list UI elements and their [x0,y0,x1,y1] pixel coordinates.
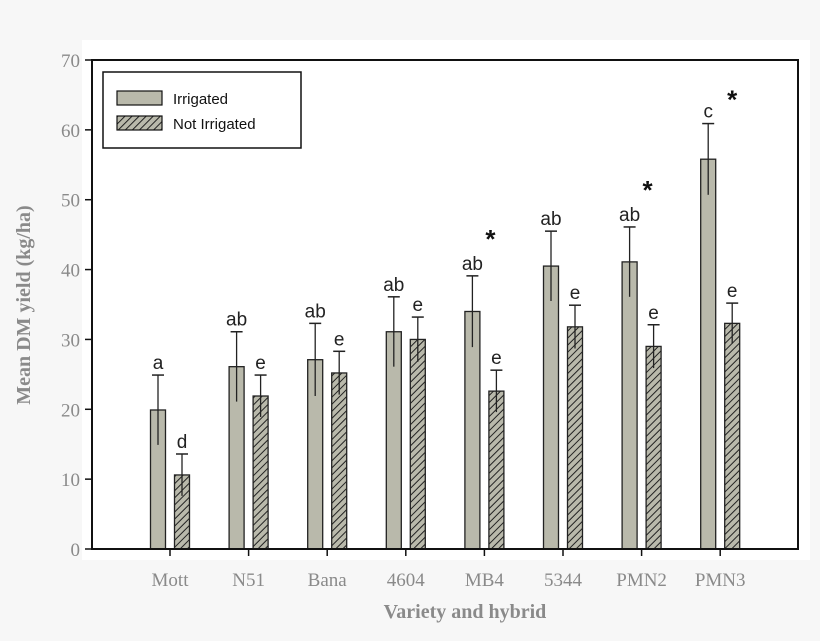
legend-swatch-irrigated [116,90,163,106]
significance-letter: ab [226,310,247,331]
y-tick-label: 20 [61,400,80,421]
y-tick-label: 60 [61,121,80,142]
y-tick-label: 50 [61,191,80,212]
significance-letter: e [334,329,345,350]
x-tick-label: Mott [152,570,190,591]
significance-letter: ab [305,301,326,322]
bar-not-irrigated [488,390,505,550]
bar-not-irrigated [409,338,426,550]
significance-letter: e [570,283,581,304]
bar-not-irrigated [331,372,348,550]
x-tick-label: MB4 [465,570,505,591]
significance-letter: ab [619,205,640,226]
significance-asterisk: * [643,175,654,205]
bar-not-irrigated [252,395,269,550]
significance-letter: e [491,348,502,369]
legend-label-irrigated: Irrigated [173,91,228,108]
significance-letter: a [153,353,164,374]
x-axis-label: Variety and hybrid [384,601,547,623]
significance-letter: ab [383,275,404,296]
y-tick-label: 10 [61,470,80,491]
significance-letter: e [255,353,266,374]
significance-letter: e [727,281,738,302]
significance-letter: d [177,432,188,453]
bar-not-irrigated [724,322,741,550]
significance-asterisk: * [485,224,496,254]
significance-letter: e [413,295,424,316]
bar-irrigated [621,261,638,550]
legend-box [102,71,302,149]
y-tick-label: 40 [61,261,80,282]
bar-irrigated [700,158,717,550]
bar-irrigated [542,265,560,550]
x-tick-label: N51 [232,570,265,591]
legend-label-not-irrigated: Not Irrigated [173,116,256,133]
plot-frame [91,59,799,550]
y-tick-label: 30 [61,330,80,351]
legend: Irrigated Not Irrigated [102,71,302,149]
x-tick-label: 5344 [544,570,583,591]
significance-letter: e [648,303,659,324]
bar-not-irrigated [645,345,662,550]
x-tick-label: Bana [308,570,348,591]
bar-not-irrigated [566,326,584,550]
legend-swatch-not-irrigated [116,115,163,131]
x-tick-label: PMN3 [695,570,746,591]
x-tick-label: 4604 [387,570,426,591]
y-tick-label: 70 [61,51,80,72]
significance-asterisk: * [727,85,738,115]
x-tick-label: PMN2 [616,570,667,591]
significance-letter: c [703,102,713,123]
y-axis-label: Mean DM yield (kg/ha) [13,205,35,404]
significance-letter: ab [462,254,483,275]
y-tick-label: 0 [71,540,81,561]
significance-letter: ab [540,209,561,230]
